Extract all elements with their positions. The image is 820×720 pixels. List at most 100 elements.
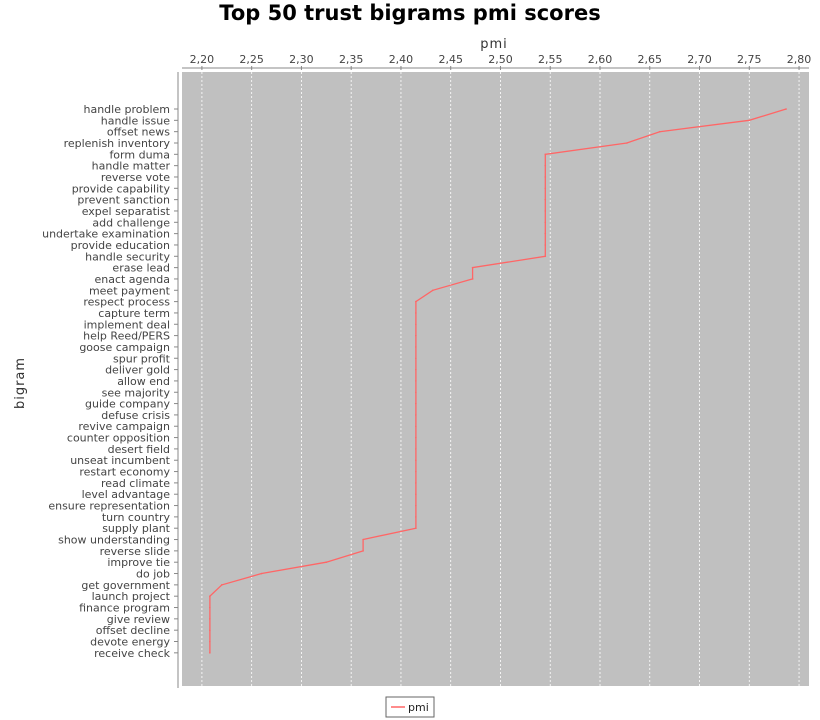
y-tick-label: spur profit: [113, 352, 171, 365]
y-tick-label: finance program: [79, 602, 170, 615]
data-point: [544, 255, 547, 258]
data-point: [544, 198, 547, 201]
data-point: [415, 380, 417, 382]
data-point: [544, 176, 547, 178]
y-tick-label: handle matter: [92, 160, 171, 173]
y-tick-label: reverse slide: [100, 545, 171, 558]
data-point: [415, 323, 417, 326]
x-tick-label: 2,70: [687, 53, 712, 66]
data-point: [544, 210, 547, 212]
data-point: [209, 595, 211, 597]
data-point: [471, 266, 474, 269]
x-tick-label: 2,75: [737, 53, 762, 66]
data-point: [415, 357, 417, 360]
plot-area: [182, 72, 809, 686]
data-point: [209, 606, 211, 609]
x-tick-label: 2,60: [588, 53, 613, 66]
y-tick-label: get government: [81, 579, 170, 592]
y-tick-label: offset news: [107, 126, 170, 139]
x-tick-labels: 2,20 2,25 2,30 2,35 2,40 2,45 2,50 2,55 2,60 2,65…: [190, 53, 812, 70]
y-tick-label: unseat incumbent: [70, 454, 170, 467]
data-point: [544, 221, 547, 224]
x-tick-label: 2,45: [438, 53, 463, 66]
y-tick-label: see majority: [102, 386, 171, 399]
y-tick-label: improve tie: [107, 556, 170, 569]
data-point: [415, 436, 417, 439]
data-point: [221, 584, 223, 586]
x-tick-label: 2,35: [339, 53, 364, 66]
y-tick-label: launch project: [92, 590, 171, 603]
data-point: [626, 142, 628, 144]
data-point: [415, 402, 417, 405]
data-point: [209, 652, 211, 654]
data-point: [544, 244, 547, 246]
y-tick-label: goose campaign: [79, 341, 170, 354]
series-layer: [209, 108, 787, 654]
y-tick-label: reverse vote: [101, 171, 170, 184]
y-tick-label: defuse crisis: [101, 409, 170, 422]
data-point: [415, 414, 417, 416]
y-tick-label: restart economy: [79, 466, 170, 479]
y-tick-label: help Reed/PERS: [83, 330, 170, 343]
legend: pmi: [385, 696, 435, 718]
y-tick-label: erase lead: [112, 262, 170, 275]
data-point: [415, 391, 417, 394]
y-tick-label: allow end: [117, 375, 170, 388]
y-tick-label: provide capability: [72, 182, 171, 195]
y-tick-label: handle problem: [83, 103, 170, 116]
x-tick-label: 2,25: [239, 53, 264, 66]
data-point: [415, 300, 417, 303]
x-tick-label: 2,50: [488, 53, 513, 66]
legend-label-pmi: pmi: [408, 701, 429, 714]
y-tick-label: replenish inventory: [64, 137, 171, 150]
x-tick-label: 2,55: [538, 53, 563, 66]
x-tick-label: 2,30: [289, 53, 314, 66]
y-tick-label: meet payment: [89, 284, 171, 297]
data-point: [544, 232, 547, 235]
data-point: [325, 561, 328, 563]
data-point: [415, 425, 417, 428]
data-point: [658, 130, 661, 133]
y-tick-label: receive check: [94, 647, 171, 660]
y-tick-label: read climate: [101, 477, 170, 490]
x-tick-label: 2,80: [787, 53, 812, 66]
data-point: [209, 618, 211, 620]
y-tick-label: offset decline: [96, 624, 170, 637]
data-point: [415, 334, 417, 337]
data-point: [415, 516, 417, 518]
data-point: [362, 550, 364, 552]
y-tick-label: handle issue: [101, 114, 170, 127]
y-tick-label: deliver gold: [105, 364, 170, 377]
y-tick-label: devote energy: [90, 636, 170, 649]
data-point: [785, 108, 787, 110]
y-tick-label: handle security: [85, 250, 170, 263]
x-tick-label: 2,65: [638, 53, 663, 66]
x-tick-label: 2,40: [389, 53, 414, 66]
data-point: [260, 572, 263, 575]
data-point: [415, 346, 417, 348]
y-tick-label: show understanding: [58, 534, 170, 547]
data-point: [415, 527, 417, 530]
y-tick-label: prevent sanction: [77, 194, 170, 207]
data-point: [209, 629, 211, 631]
chart-title: Top 50 trust bigrams pmi scores: [219, 1, 600, 25]
y-tick-label: supply plant: [102, 522, 170, 535]
data-point: [415, 493, 417, 496]
data-point: [415, 470, 417, 473]
y-tick-label: enact agenda: [94, 273, 170, 286]
y-tick-label: counter opposition: [67, 432, 170, 445]
y-tick-label: form duma: [109, 148, 170, 161]
data-point: [544, 164, 547, 167]
data-point: [471, 278, 474, 280]
y-tick-label: capture term: [98, 307, 170, 320]
y-tick-label: expel separatist: [82, 205, 171, 218]
data-point: [544, 153, 547, 156]
y-axis-label: bigram: [13, 357, 28, 409]
y-tick-label: ensure representation: [48, 500, 170, 513]
data-point: [415, 459, 417, 462]
y-tick-label: guide company: [85, 398, 170, 411]
x-axis-label: pmi: [480, 37, 508, 52]
y-tick-label: give review: [107, 613, 170, 626]
legend-box: [385, 696, 435, 718]
y-tick-label: revive campaign: [78, 420, 170, 433]
